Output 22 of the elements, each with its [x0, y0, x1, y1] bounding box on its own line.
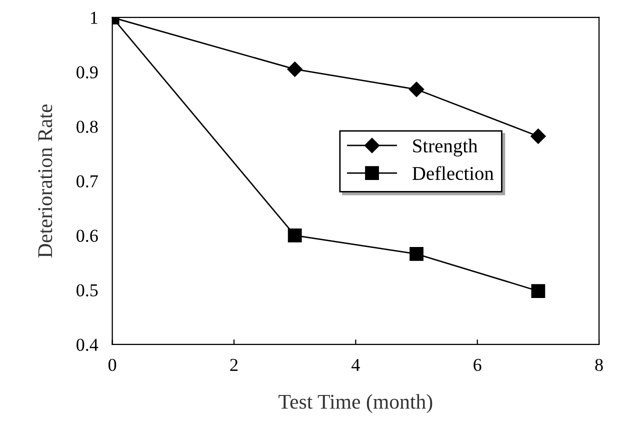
- y-tick-label: 0.5: [76, 284, 98, 296]
- y-tick-label: 1: [90, 12, 98, 24]
- x-tick-label: 0: [108, 358, 116, 372]
- legend-label: Strength: [413, 138, 478, 156]
- x-tick-label: 6: [474, 358, 482, 372]
- x-tick-label: 4: [352, 358, 360, 371]
- point: [288, 228, 302, 242]
- x-axis-title: Test Time (month): [278, 394, 432, 414]
- x-tick-label: 8: [595, 358, 603, 372]
- point: [408, 82, 424, 97]
- y-tick-label: 0.7: [76, 175, 98, 188]
- point: [287, 62, 302, 77]
- y-tick-label: 0.6: [76, 230, 98, 242]
- y-tick-label: 0.4: [76, 338, 98, 351]
- y-tick-label: 0.8: [76, 120, 98, 133]
- x-tick-label: 2: [230, 358, 238, 371]
- point: [531, 284, 546, 298]
- y-axis-title: Deterioration Rate: [38, 104, 52, 258]
- legend-label: Deflection: [412, 166, 494, 180]
- y-tick-label: 0.9: [76, 66, 98, 78]
- point: [530, 128, 546, 144]
- point: [410, 247, 424, 261]
